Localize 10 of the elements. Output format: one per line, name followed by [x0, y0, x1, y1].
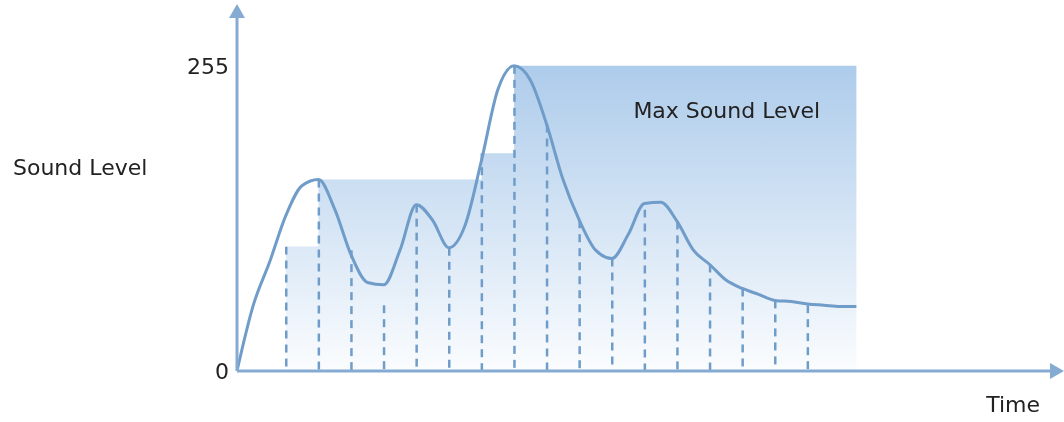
series-label: Max Sound Level — [633, 98, 821, 123]
y-tick-label: 255 — [187, 53, 229, 79]
bar — [350, 250, 353, 371]
bar — [676, 221, 679, 371]
bar — [513, 65, 516, 371]
bar — [448, 247, 451, 371]
y-axis-title: Sound Level — [13, 155, 148, 180]
y-tick-label: 0 — [215, 358, 229, 384]
bar — [578, 220, 581, 371]
x-axis-title: Time — [986, 392, 1040, 417]
